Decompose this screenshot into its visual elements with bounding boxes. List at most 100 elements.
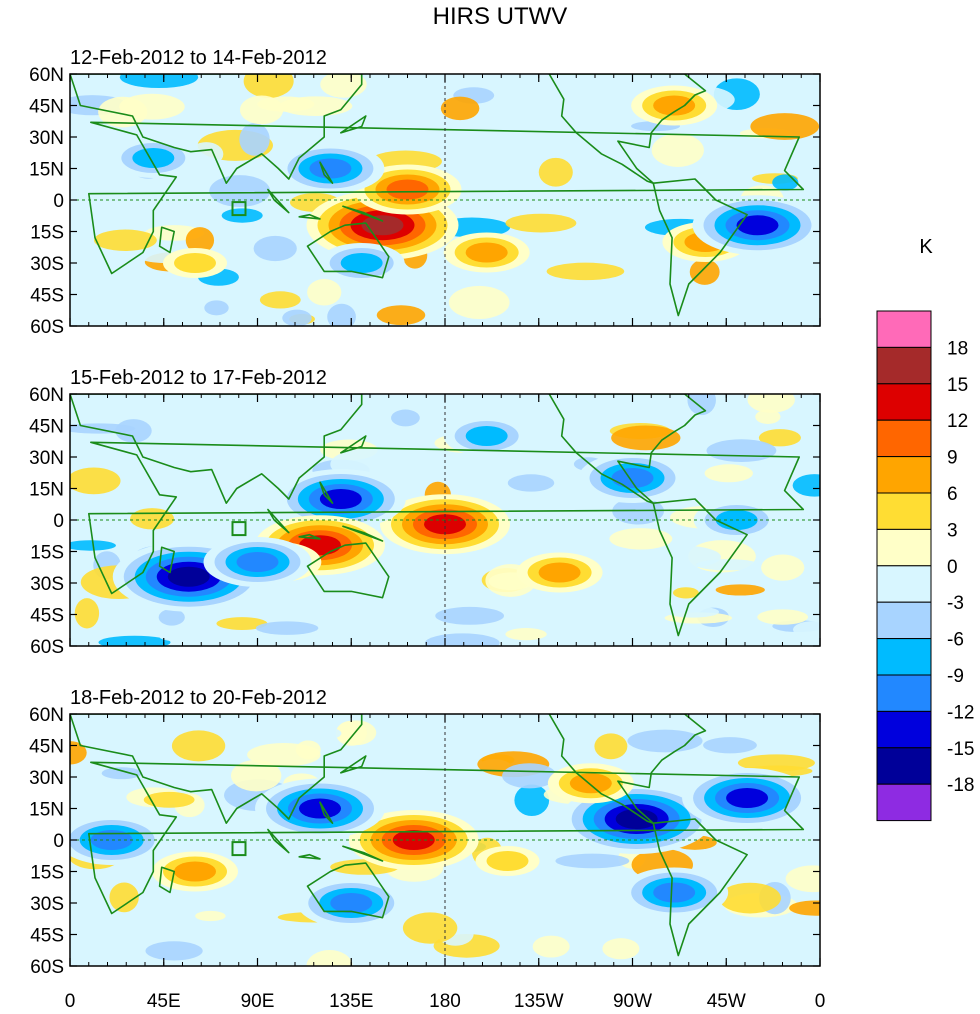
anomaly-blob	[239, 122, 270, 156]
anomaly-blob	[327, 303, 356, 326]
anomaly-blob	[70, 467, 121, 495]
anomaly-blob	[652, 919, 686, 950]
colorbar-swatch	[876, 528, 932, 567]
y-tick-label: 15N	[29, 480, 64, 501]
anomaly-blob	[652, 74, 690, 88]
colorbar-swatch	[876, 601, 932, 640]
coastline	[88, 761, 805, 915]
y-tick-label: 15N	[29, 160, 64, 181]
anomaly-blob	[360, 291, 399, 307]
colorbar-label: 15	[947, 375, 968, 396]
anomaly-feature	[309, 158, 352, 179]
anomaly-blob	[715, 584, 765, 596]
coastline	[319, 161, 334, 184]
anomaly-blob	[255, 621, 319, 635]
anomaly-blob	[425, 633, 500, 646]
anomaly-blob	[119, 93, 185, 120]
anomaly-feature	[465, 242, 508, 263]
anomaly-blob	[514, 784, 550, 817]
anomaly-blob	[282, 309, 312, 326]
anomaly-feature	[486, 851, 529, 871]
anomaly-blob	[239, 95, 284, 125]
anomaly-blob	[637, 578, 664, 598]
colorbar-units: K	[919, 236, 933, 258]
anomaly-blob	[538, 157, 573, 187]
anomaly-blob	[602, 938, 640, 960]
colorbar-label: 12	[947, 411, 968, 432]
coastline	[158, 546, 175, 574]
y-tick-label: 30S	[30, 254, 64, 275]
anomaly-blob	[687, 394, 716, 416]
anomaly-blob	[70, 163, 99, 196]
anomaly-blob	[703, 737, 757, 754]
y-tick-label: 0	[53, 191, 64, 212]
colorbar-label: 0	[947, 557, 958, 578]
anomaly-blob	[696, 559, 760, 571]
anomaly-blob	[505, 213, 577, 233]
y-tick-label: 60N	[29, 385, 64, 406]
x-tick-label: 90W	[613, 991, 652, 1012]
x-tick-label: 45W	[707, 991, 746, 1012]
x-tick-label: 0	[65, 991, 76, 1012]
anomaly-feature	[386, 179, 429, 200]
colorbar-swatch	[876, 638, 932, 676]
colorbar-swatch	[876, 346, 932, 385]
colorbar-label: -9	[947, 666, 964, 687]
field-contours	[70, 720, 820, 966]
panel-label: 15-Feb-2012 to 17-Feb-2012	[70, 367, 327, 389]
anomaly-blob	[291, 725, 342, 741]
colorbar-swatch	[876, 747, 932, 785]
coastline	[306, 222, 390, 279]
anomaly-blob	[143, 791, 195, 808]
anomaly-blob	[761, 554, 805, 581]
y-tick-label: 45S	[30, 286, 64, 307]
anomaly-blob	[158, 608, 185, 626]
anomaly-blob	[609, 528, 673, 550]
anomaly-blob	[611, 425, 681, 451]
coastline	[306, 862, 390, 919]
anomaly-blob	[706, 439, 777, 463]
colorbar-swatch	[876, 492, 932, 530]
anomaly-blob	[789, 900, 820, 916]
y-tick-label: 45N	[29, 97, 64, 118]
anomaly-blob	[101, 767, 142, 780]
anomaly-blob	[78, 288, 114, 307]
anomaly-blob	[204, 300, 229, 316]
anomaly-blob	[159, 631, 218, 643]
anomaly-blob	[384, 602, 435, 618]
anomaly-feature	[615, 809, 658, 829]
panel-2: 15-Feb-2012 to 17-Feb-2012 60N 45N 30N 15N 0 1…	[29, 367, 821, 658]
x-tick-label: 135W	[514, 991, 564, 1012]
anomaly-blob	[185, 227, 215, 254]
anomaly-feature	[340, 253, 383, 273]
y-tick-label: 30N	[29, 448, 64, 469]
x-tick-label: 90E	[241, 991, 275, 1012]
coastline	[88, 441, 805, 595]
anomaly-blob	[792, 474, 820, 497]
y-tick-label: 45S	[30, 926, 64, 947]
anomaly-feature	[132, 148, 175, 168]
anomaly-feature	[361, 215, 404, 236]
anomaly-feature	[653, 882, 696, 903]
anomaly-feature	[465, 426, 508, 446]
colorbar-swatch	[876, 565, 932, 603]
y-tick-label: 15S	[30, 223, 64, 244]
colorbar-label: 6	[947, 484, 958, 505]
y-tick-label: 30N	[29, 768, 64, 789]
coastline	[339, 755, 367, 774]
coastlines	[70, 394, 805, 637]
y-tick-label: 45N	[29, 417, 64, 438]
anomaly-feature	[299, 798, 341, 819]
anomaly-blob	[70, 540, 116, 551]
colorbar-label: -6	[947, 630, 964, 651]
anomaly-blob	[737, 754, 815, 772]
anomaly-feature	[319, 489, 362, 509]
anomaly-blob	[704, 464, 753, 483]
anomaly-blob	[320, 74, 367, 98]
coastline	[298, 213, 321, 220]
anomaly-blob	[448, 285, 510, 320]
anomaly-blob	[74, 598, 100, 629]
coastline	[158, 866, 175, 894]
anomaly-feature	[726, 788, 769, 808]
